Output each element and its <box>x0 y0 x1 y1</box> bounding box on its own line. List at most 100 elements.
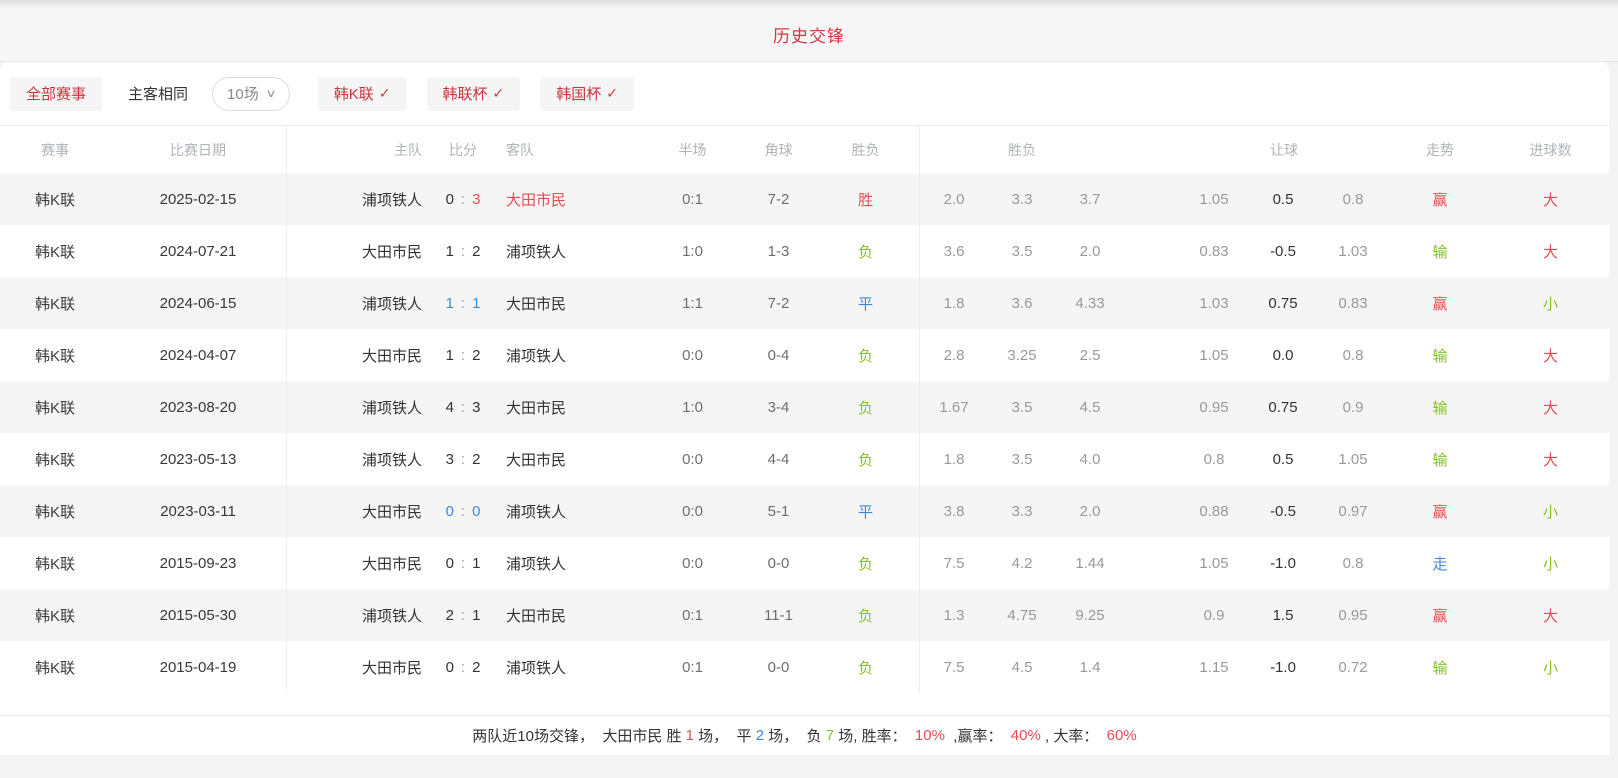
cell-handicap-home: 0.95 <box>1199 398 1229 416</box>
table-body: 韩K联 2025-02-15 浦项铁人 0 : 3 大田市民 0:1 7-2 胜… <box>0 173 1609 693</box>
cell-league: 韩K联 <box>34 555 75 573</box>
cell-handicap-away: 0.8 <box>1342 554 1364 572</box>
cell-result: 负 <box>812 225 920 277</box>
score-separator: : <box>460 554 466 572</box>
league-filter-hanleaguecup[interactable]: 韩联杯 ✓ <box>426 76 521 111</box>
cell-result: 负 <box>812 433 920 485</box>
cell-result: 负 <box>812 329 920 381</box>
cell-home-team: 大田市民 <box>361 243 422 261</box>
table-row[interactable]: 韩K联 2023-08-20 浦项铁人 4 : 3 大田市民 1:0 3-4 负… <box>0 381 1609 433</box>
header-corner: 角球 <box>764 141 793 158</box>
all-matches-filter-button[interactable]: 全部赛事 <box>10 76 103 111</box>
table-row[interactable]: 韩K联 2024-04-07 大田市民 1 : 2 浦项铁人 0:0 0-4 负… <box>0 329 1609 381</box>
cell-away-team: 浦项铁人 <box>506 243 567 261</box>
cell-home-team: 浦项铁人 <box>361 607 422 625</box>
cell-handicap-line: 1.5 <box>1272 606 1294 624</box>
table-row[interactable]: 韩K联 2023-03-11 大田市民 0 : 0 浦项铁人 0:0 5-1 平… <box>0 485 1609 537</box>
cell-odds-draw: 3.3 <box>1011 190 1033 208</box>
cell-trend: 输 <box>1432 659 1448 677</box>
cell-score: 0 : 2 <box>432 641 494 693</box>
cell-handicap-line: -1.0 <box>1270 554 1296 572</box>
cell-spacer <box>1124 381 1180 433</box>
cell-score: 1 : 2 <box>432 329 494 381</box>
cell-halftime: 0:1 <box>682 606 703 624</box>
cell-odds-loss: 2.5 <box>1079 346 1101 364</box>
cell-league: 韩K联 <box>34 191 75 209</box>
cell-away-team: 大田市民 <box>506 191 567 209</box>
cell-score: 4 : 3 <box>432 381 494 433</box>
cell-league: 韩K联 <box>34 503 75 521</box>
summary-bar: 两队近10场交锋， 大田市民 胜 1 场， 平 2 场， 负 7 场, 胜率： … <box>0 715 1609 755</box>
cell-odds-draw: 3.6 <box>1011 294 1033 312</box>
summary-segment: 场， 负 <box>764 728 826 745</box>
cell-halftime: 0:0 <box>682 450 703 468</box>
cell-handicap-line: -0.5 <box>1270 502 1296 520</box>
cell-trend: 输 <box>1432 347 1448 365</box>
cell-goals: 大 <box>1542 399 1558 417</box>
score-separator: : <box>460 606 466 624</box>
cell-corners: 0-0 <box>767 554 790 572</box>
cell-date: 2024-04-07 <box>110 329 287 381</box>
cell-league: 韩K联 <box>34 347 75 365</box>
table-row[interactable]: 韩K联 2024-06-15 浦项铁人 1 : 1 大田市民 1:1 7-2 平… <box>0 277 1609 329</box>
cell-odds-draw: 4.2 <box>1011 554 1033 572</box>
cell-date: 2015-05-30 <box>110 589 287 641</box>
cell-odds-win: 1.8 <box>943 294 965 312</box>
title-bar: 历史交锋 <box>0 8 1618 62</box>
cell-odds-draw: 4.75 <box>1007 606 1037 624</box>
cell-odds-win: 7.5 <box>943 658 965 676</box>
cell-spacer <box>1124 277 1180 329</box>
header-handicap-group: 让球 <box>1270 141 1298 158</box>
cell-odds-draw: 4.5 <box>1011 658 1033 676</box>
table-row[interactable]: 韩K联 2024-07-21 大田市民 1 : 2 浦项铁人 1:0 1-3 负… <box>0 225 1609 277</box>
cell-halftime: 0:1 <box>682 658 703 676</box>
match-count-select[interactable]: 10场 ∨ <box>212 76 290 111</box>
summary-segment: 60% <box>1106 727 1137 744</box>
score-separator: : <box>460 190 466 208</box>
cell-handicap-line: 0.75 <box>1268 294 1298 312</box>
top-scroll-shadow <box>0 0 1618 8</box>
cell-goals: 小 <box>1542 295 1558 313</box>
cell-odds-win: 2.8 <box>943 346 965 364</box>
table-row[interactable]: 韩K联 2025-02-15 浦项铁人 0 : 3 大田市民 0:1 7-2 胜… <box>0 173 1609 225</box>
table-row[interactable]: 韩K联 2015-09-23 大田市民 0 : 1 浦项铁人 0:0 0-0 负… <box>0 537 1609 589</box>
chevron-down-icon: ∨ <box>265 88 277 100</box>
summary-segment: 7 <box>825 727 835 744</box>
cell-date: 2024-06-15 <box>110 277 287 329</box>
cell-corners: 3-4 <box>767 398 790 416</box>
cell-result: 负 <box>812 641 920 693</box>
cell-goals: 大 <box>1542 451 1558 469</box>
cell-trend: 输 <box>1432 451 1448 469</box>
cell-handicap-line: -0.5 <box>1270 242 1296 260</box>
cell-corners: 7-2 <box>767 190 790 208</box>
cell-spacer <box>1124 537 1180 589</box>
cell-spacer <box>1124 641 1180 693</box>
cell-home-team: 浦项铁人 <box>361 191 422 209</box>
header-league: 赛事 <box>41 141 69 158</box>
cell-handicap-home: 1.15 <box>1199 658 1229 676</box>
cell-odds-win: 1.67 <box>939 398 969 416</box>
cell-halftime: 1:1 <box>682 294 703 312</box>
same-home-away-filter[interactable]: 主客相同 <box>128 86 189 103</box>
cell-date: 2023-03-11 <box>110 485 287 537</box>
cell-halftime: 1:0 <box>682 242 703 260</box>
cell-trend: 赢 <box>1432 191 1448 209</box>
score-away: 1 <box>472 554 481 572</box>
cell-goals: 小 <box>1542 659 1558 677</box>
cell-spacer <box>1124 225 1180 277</box>
cell-handicap-line: 0.5 <box>1272 450 1294 468</box>
header-home: 主队 <box>394 141 422 158</box>
cell-away-team: 大田市民 <box>506 607 567 625</box>
cell-handicap-away: 0.8 <box>1342 346 1364 364</box>
league-filter-hanKleague[interactable]: 韩K联 ✓ <box>317 76 407 111</box>
cell-league: 韩K联 <box>34 243 75 261</box>
table-row[interactable]: 韩K联 2015-04-19 大田市民 0 : 2 浦项铁人 0:1 0-0 负… <box>0 641 1609 693</box>
cell-corners: 11-1 <box>764 606 793 624</box>
table-row[interactable]: 韩K联 2023-05-13 浦项铁人 3 : 2 大田市民 0:0 4-4 负… <box>0 433 1609 485</box>
cell-halftime: 0:0 <box>682 502 703 520</box>
table-row[interactable]: 韩K联 2015-05-30 浦项铁人 2 : 1 大田市民 0:1 11-1 … <box>0 589 1609 641</box>
cell-handicap-home: 0.83 <box>1199 242 1229 260</box>
cell-league: 韩K联 <box>34 607 75 625</box>
cell-halftime: 0:0 <box>682 346 703 364</box>
league-filter-koreacup[interactable]: 韩国杯 ✓ <box>540 76 635 111</box>
